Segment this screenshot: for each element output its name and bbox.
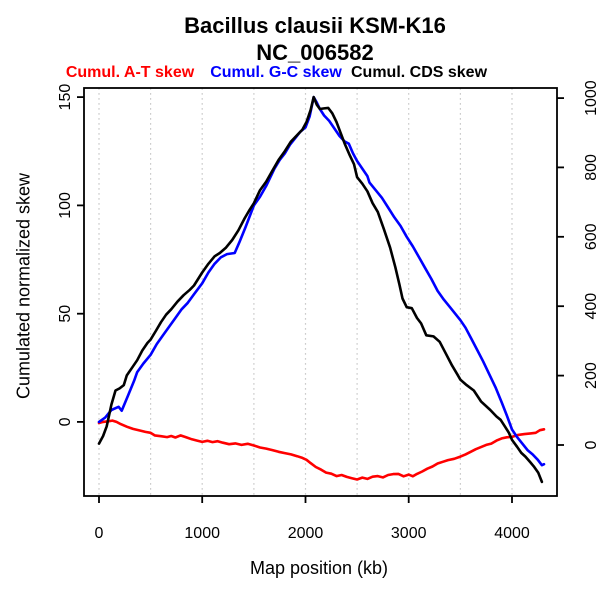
x-tick-label: 2000 — [288, 525, 324, 542]
plot-subtitle: NC_006582 — [256, 40, 374, 65]
y-right-tick-label: 0 — [583, 440, 600, 449]
legend-at-skew: Cumul. A-T skew — [65, 64, 195, 81]
y-right-tick-label: 400 — [583, 293, 600, 320]
gc-skew-line — [97, 95, 546, 467]
x-tick-label: 0 — [95, 525, 104, 542]
plot-title: Bacillus clausii KSM-K16 — [184, 13, 446, 38]
legend-gc-skew: Cumul. G-C skew — [210, 64, 342, 81]
x-axis-label: Map position (kb) — [249, 558, 389, 578]
x-tick-label: 4000 — [494, 525, 530, 542]
y-left-tick-label: 50 — [57, 305, 74, 323]
at-skew-line — [97, 419, 546, 481]
x-tick-label: 1000 — [184, 525, 220, 542]
y-left-tick-label: 100 — [57, 192, 74, 219]
plot-border — [83, 87, 558, 497]
legend-cds-skew: Cumul. CDS skew — [350, 64, 488, 81]
y-right-tick-label: 600 — [583, 223, 600, 250]
y-left-tick-label: 150 — [57, 84, 74, 111]
y-right-tick-label: 200 — [583, 362, 600, 389]
y-left-tick-label: 0 — [57, 417, 74, 426]
cds-skew-line — [97, 95, 544, 484]
x-tick-label: 3000 — [391, 525, 427, 542]
y-right-tick-label: 800 — [583, 154, 600, 181]
y-right-tick-label: 1000 — [583, 80, 600, 116]
